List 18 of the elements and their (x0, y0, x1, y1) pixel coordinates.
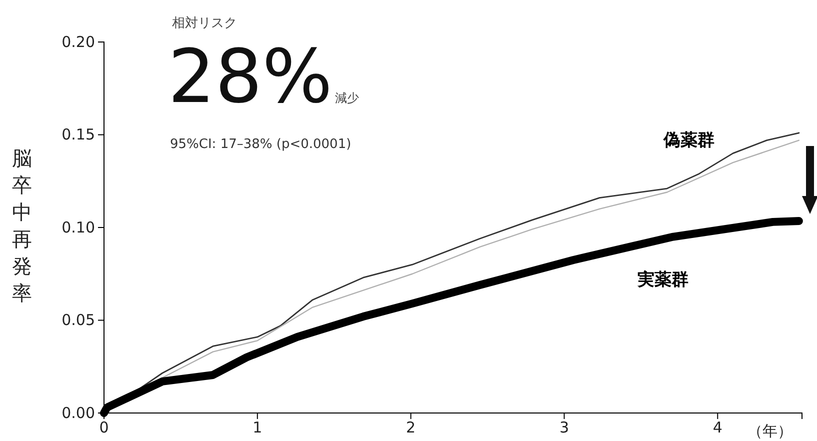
x-tick-label: 0 (99, 418, 109, 437)
annotation: 28% (168, 34, 332, 120)
x-tick-label: 4 (712, 418, 722, 437)
chart-title: 相対リスク (172, 15, 237, 31)
y-axis-title: 脳卒中再発率 (12, 146, 32, 305)
x-tick-label: 3 (559, 418, 569, 437)
y-tick-label: 0.15 (62, 126, 95, 144)
x-tick-label: 2 (406, 418, 416, 437)
y-tick-label: 0.20 (62, 32, 95, 51)
x-axis-title: （年） (748, 422, 792, 440)
annotation: 減少 (335, 91, 359, 105)
series-label: 偽薬群 (662, 130, 715, 151)
series-label: 実薬群 (636, 270, 689, 290)
y-tick-label: 0.05 (62, 311, 95, 330)
x-tick-label: 1 (252, 418, 262, 437)
y-tick-label: 0.00 (62, 404, 95, 422)
y-tick-label: 0.10 (62, 218, 95, 236)
annotation: 95%CI: 17–38% (p<0.0001) (170, 137, 352, 152)
